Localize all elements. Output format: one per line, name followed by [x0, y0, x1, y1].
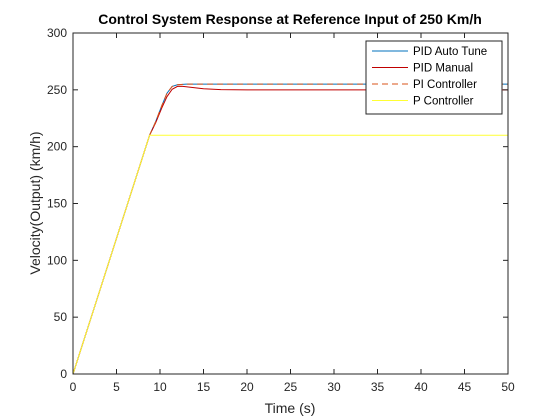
x-tick-label: 15 — [197, 380, 211, 394]
y-tick-label: 50 — [54, 310, 68, 324]
legend-label-2: PI Controller — [413, 79, 477, 91]
legend-box — [365, 40, 503, 115]
x-tick-label: 10 — [153, 380, 167, 394]
x-tick-label: 0 — [70, 380, 77, 394]
y-tick-label: 150 — [47, 197, 67, 211]
y-tick-label: 0 — [60, 367, 67, 381]
legend-label-3: P Controller — [413, 96, 474, 108]
ticks-layer: 0 5 10 15 20 25 30 35 40 45 50 0 50 100 150 200 250 300 — [47, 26, 515, 394]
x-tick-label: 5 — [113, 380, 120, 394]
series-line-3 — [73, 134, 508, 374]
x-tick-label: 40 — [414, 380, 428, 394]
y-tick-label: 250 — [47, 83, 67, 97]
x-tick-label: 45 — [458, 380, 472, 394]
x-tick-label: 25 — [284, 380, 298, 394]
series-layer — [73, 83, 508, 374]
x-tick-label: 50 — [501, 380, 515, 394]
series-line-2 — [73, 83, 508, 374]
legend-label-1: PID Manual — [413, 63, 473, 75]
x-tick-label: 35 — [371, 380, 385, 394]
x-axis-label: Time (s) — [265, 400, 316, 416]
x-tick-label: 20 — [240, 380, 254, 394]
y-axis-label: Velocity(Output) (km/h) — [27, 131, 43, 274]
legend: PID Auto Tune PID Manual PI Controller P Co… — [365, 40, 503, 115]
chart-title: Control System Response at Reference Inp… — [98, 11, 482, 27]
series-line-1 — [73, 85, 508, 374]
x-tick-label: 30 — [327, 380, 341, 394]
y-tick-label: 100 — [47, 253, 67, 267]
y-tick-label: 200 — [47, 140, 67, 154]
y-tick-label: 300 — [47, 26, 67, 40]
legend-label-0: PID Auto Tune — [413, 46, 487, 58]
